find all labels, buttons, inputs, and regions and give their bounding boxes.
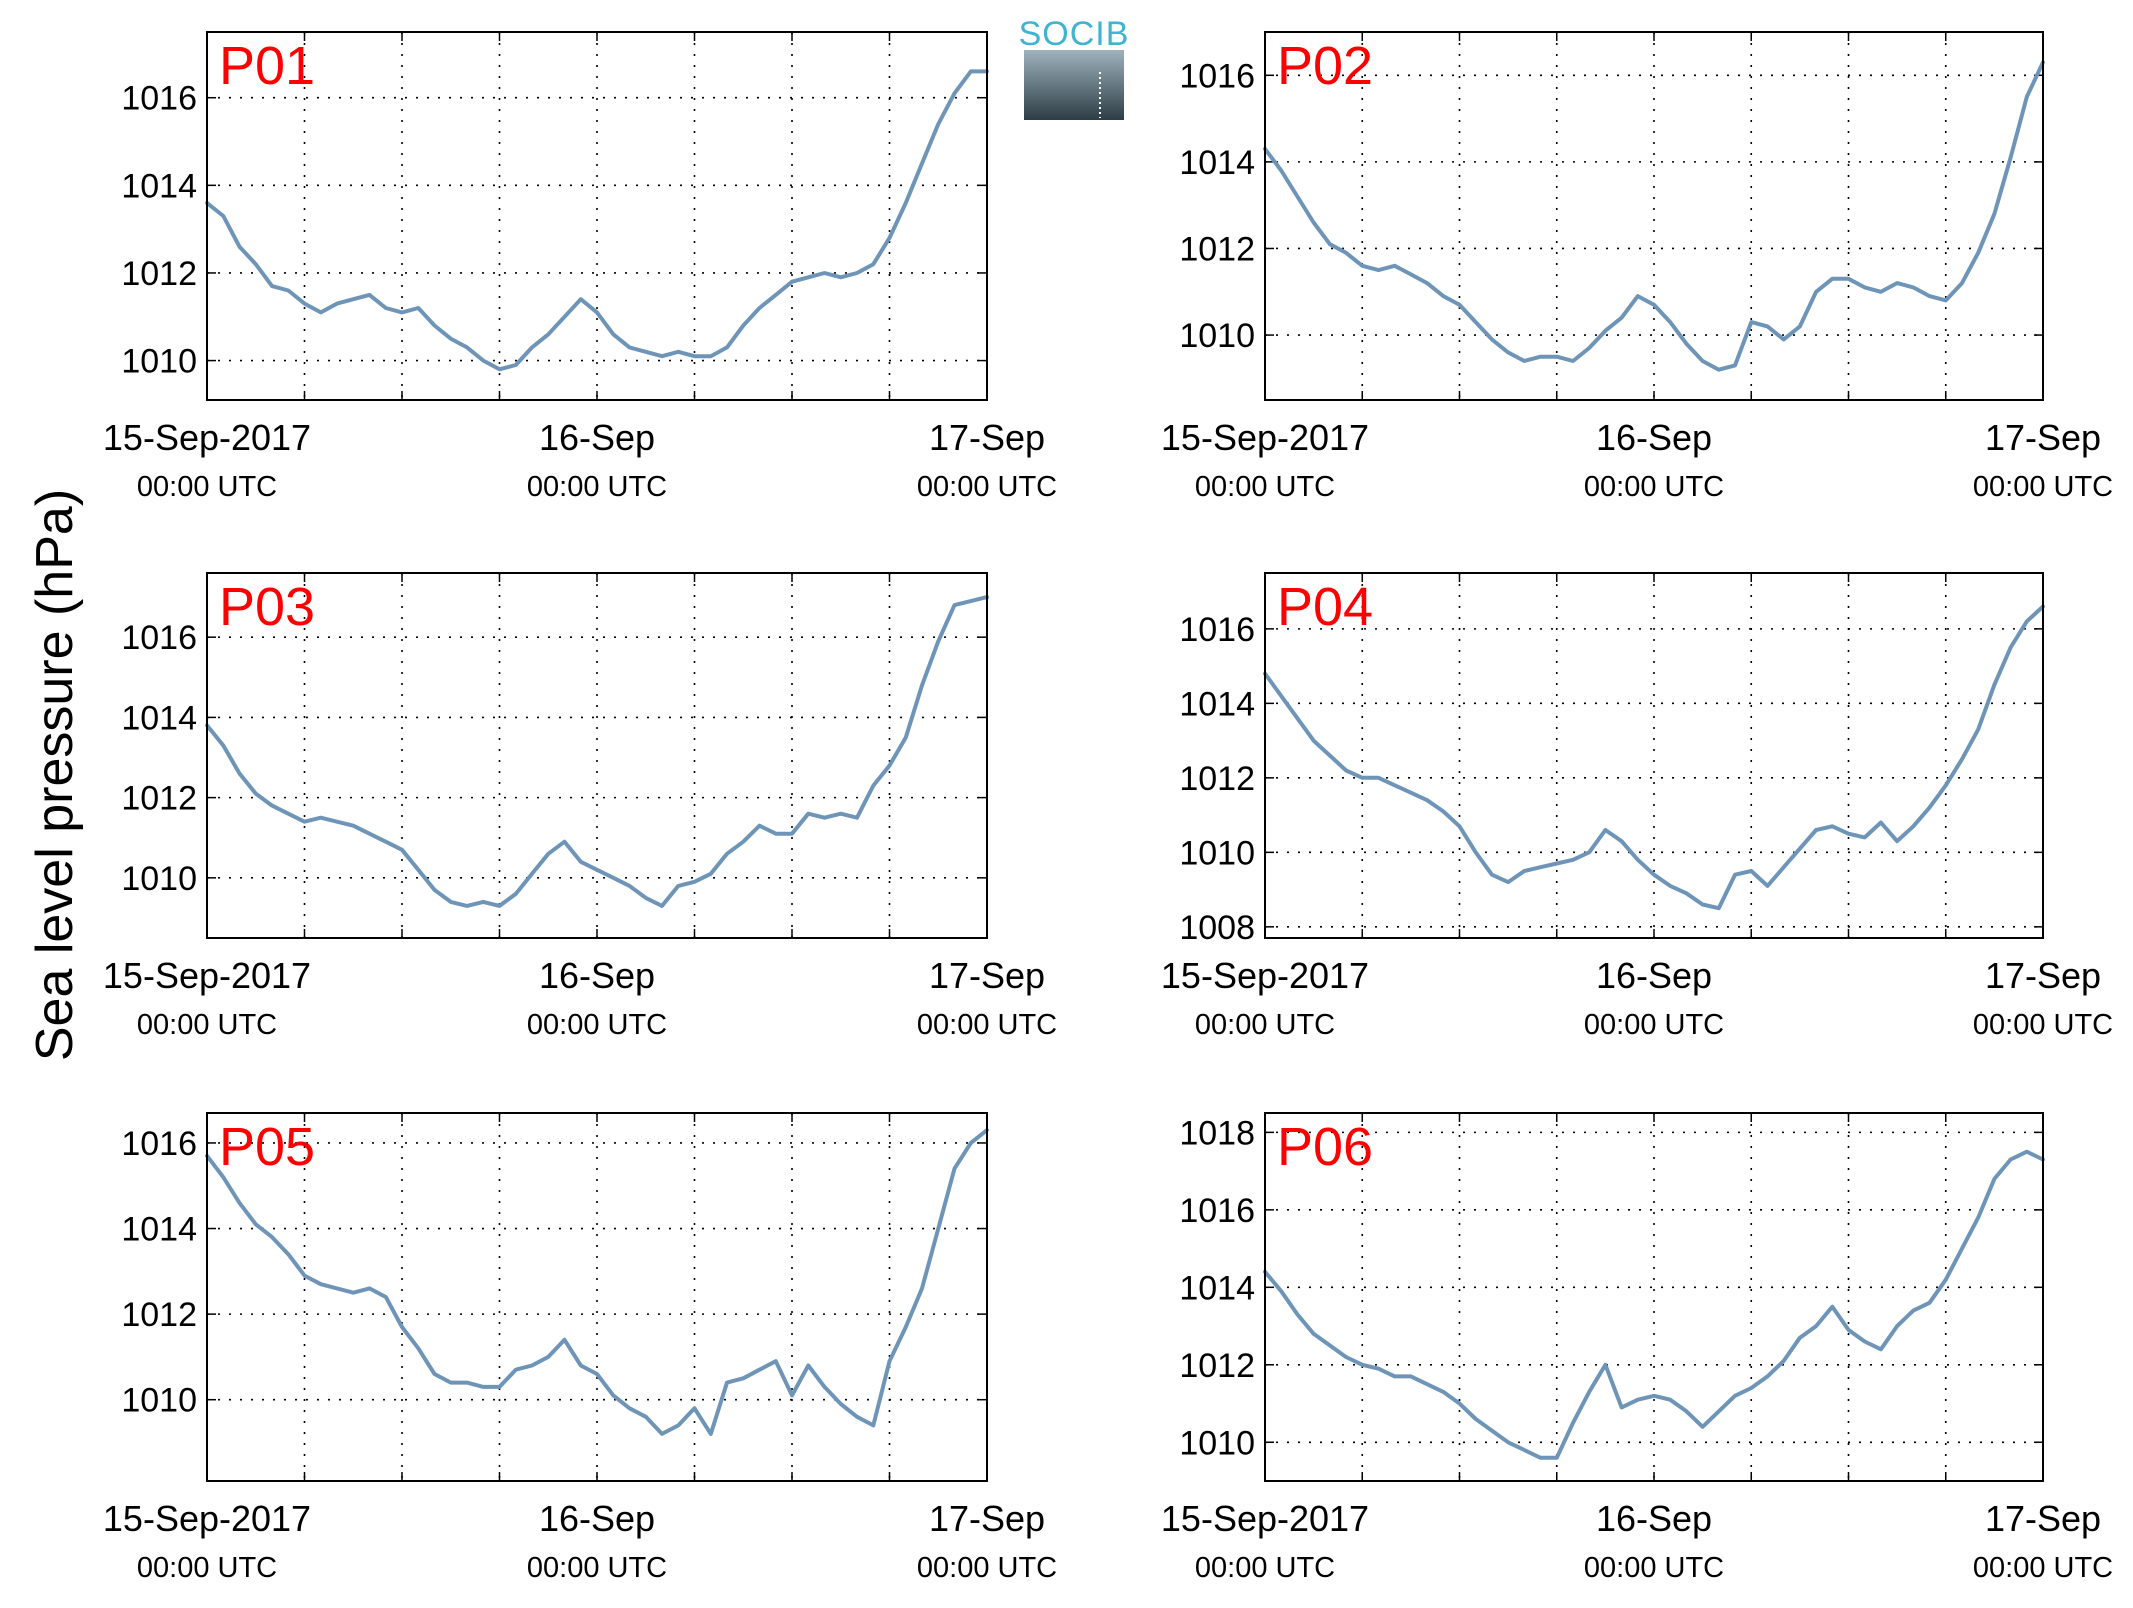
panel-p01: 1010 1012 1014 1016 15-Sep-2017 00:00 UTC 16-S… xyxy=(103,31,1057,503)
x-tick-label-time: 00:00 UTC xyxy=(1973,471,2113,503)
x-tick-label-time: 00:00 UTC xyxy=(1195,1552,1335,1584)
x-tick-label-time: 00:00 UTC xyxy=(137,1552,277,1584)
x-tick-label-date: 15-Sep-2017 xyxy=(103,1498,311,1539)
socib-logo-text: SOCIB xyxy=(1019,15,1130,53)
y-tick-label: 1016 xyxy=(1179,611,1255,649)
x-tick-label-time: 00:00 UTC xyxy=(1584,1552,1724,1584)
x-tick-label-time: 00:00 UTC xyxy=(527,1552,667,1584)
x-tick-label-date: 16-Sep xyxy=(1596,955,1712,996)
y-tick-label: 1014 xyxy=(121,699,197,737)
y-tick-label: 1010 xyxy=(1179,834,1255,872)
y-tick-label: 1010 xyxy=(1179,317,1255,355)
data-line-p03 xyxy=(205,595,989,908)
y-tick-label: 1012 xyxy=(121,780,197,818)
x-tick-label-date: 16-Sep xyxy=(539,1498,655,1539)
data-line-p06 xyxy=(1263,1149,2045,1460)
axes-frame xyxy=(206,572,988,939)
x-tick-label-time: 00:00 UTC xyxy=(137,1009,277,1041)
y-tick-label: 1016 xyxy=(121,80,197,118)
x-tick-label-date: 17-Sep xyxy=(929,955,1045,996)
x-tick-label-time: 00:00 UTC xyxy=(1973,1009,2113,1041)
panel-p06: 1010 1012 1014 1016 1018 15-Sep-2017 00:00 UTC… xyxy=(1161,1112,2113,1584)
x-tick-label-date: 15-Sep-2017 xyxy=(1161,1498,1369,1539)
panel-p02: 1010 1012 1014 1016 15-Sep-2017 00:00 UTC 16-S… xyxy=(1161,31,2113,503)
panel-p04: 1008 1010 1012 1014 1016 15-Sep-2017 00:00 UTC… xyxy=(1161,572,2113,1041)
y-tick-label: 1010 xyxy=(121,343,197,381)
y-tick-label: 1014 xyxy=(1179,144,1255,182)
x-tick-label-time: 00:00 UTC xyxy=(917,1009,1057,1041)
y-axis-label: Sea level pressure (hPa) xyxy=(26,489,84,1061)
x-tick-label-time: 00:00 UTC xyxy=(137,471,277,503)
panel-grid: 1010 1012 1014 1016 15-Sep-2017 00:00 UTC 16-S… xyxy=(103,31,2113,1584)
y-tick-label: 1010 xyxy=(121,860,197,898)
panel-p03: 1010 1012 1014 1016 15-Sep-2017 00:00 UTC 16-S… xyxy=(103,572,1057,1041)
x-tick-label-time: 00:00 UTC xyxy=(1973,1552,2113,1584)
x-tick-label-time: 00:00 UTC xyxy=(1195,1009,1335,1041)
y-tick-label: 1012 xyxy=(1179,760,1255,798)
x-tick-label-time: 00:00 UTC xyxy=(527,471,667,503)
y-tick-label: 1008 xyxy=(1179,909,1255,947)
y-tick-label: 1010 xyxy=(1179,1424,1255,1462)
x-tick-label-date: 15-Sep-2017 xyxy=(103,417,311,458)
socib-logo: SOCIB xyxy=(1019,15,1130,120)
x-tick-label-time: 00:00 UTC xyxy=(1584,471,1724,503)
x-tick-label-date: 16-Sep xyxy=(1596,417,1712,458)
panel-label: P06 xyxy=(1277,1117,1373,1177)
x-tick-label-time: 00:00 UTC xyxy=(1195,471,1335,503)
axes-frame xyxy=(1264,31,2044,401)
data-line-p02 xyxy=(1263,60,2045,372)
x-tick-label-time: 00:00 UTC xyxy=(527,1009,667,1041)
x-tick-label-date: 15-Sep-2017 xyxy=(1161,417,1369,458)
y-tick-label: 1016 xyxy=(121,619,197,657)
y-tick-label: 1014 xyxy=(121,1211,197,1249)
axes-frame xyxy=(1264,572,2044,939)
x-tick-label-date: 16-Sep xyxy=(1596,1498,1712,1539)
data-line-p05 xyxy=(205,1128,989,1436)
x-tick-label-date: 16-Sep xyxy=(539,955,655,996)
x-tick-label-date: 17-Sep xyxy=(1985,1498,2101,1539)
y-tick-label: 1012 xyxy=(1179,1347,1255,1385)
panel-p05: 1010 1012 1014 1016 15-Sep-2017 00:00 UTC 16-S… xyxy=(103,1112,1057,1584)
data-line-p01 xyxy=(205,69,989,372)
y-tick-label: 1014 xyxy=(121,167,197,205)
panel-label: P03 xyxy=(219,577,315,637)
x-tick-label-date: 17-Sep xyxy=(929,1498,1045,1539)
axes-frame xyxy=(206,31,988,401)
y-tick-label: 1014 xyxy=(1179,1269,1255,1307)
x-tick-label-date: 15-Sep-2017 xyxy=(1161,955,1369,996)
y-tick-label: 1012 xyxy=(1179,230,1255,268)
panel-label: P04 xyxy=(1277,577,1373,637)
axes-frame xyxy=(206,1112,988,1482)
x-tick-label-time: 00:00 UTC xyxy=(917,1552,1057,1584)
panel-label: P05 xyxy=(219,1117,315,1177)
x-tick-label-time: 00:00 UTC xyxy=(1584,1009,1724,1041)
x-tick-label-date: 17-Sep xyxy=(929,417,1045,458)
axes-frame xyxy=(1264,1112,2044,1482)
y-tick-label: 1012 xyxy=(121,1296,197,1334)
y-tick-label: 1012 xyxy=(121,255,197,293)
y-tick-label: 1016 xyxy=(1179,57,1255,95)
y-tick-label: 1016 xyxy=(1179,1192,1255,1230)
panel-label: P01 xyxy=(219,36,315,96)
x-tick-label-date: 17-Sep xyxy=(1985,955,2101,996)
data-line-p04 xyxy=(1263,604,2045,911)
y-tick-label: 1016 xyxy=(121,1125,197,1163)
x-tick-label-date: 16-Sep xyxy=(539,417,655,458)
x-tick-label-time: 00:00 UTC xyxy=(917,471,1057,503)
y-tick-label: 1014 xyxy=(1179,685,1255,723)
y-tick-label: 1010 xyxy=(121,1382,197,1420)
x-tick-label-date: 15-Sep-2017 xyxy=(103,955,311,996)
x-tick-label-date: 17-Sep xyxy=(1985,417,2101,458)
socib-logo-band xyxy=(1024,50,1124,120)
panel-label: P02 xyxy=(1277,36,1373,96)
y-tick-label: 1018 xyxy=(1179,1114,1255,1152)
